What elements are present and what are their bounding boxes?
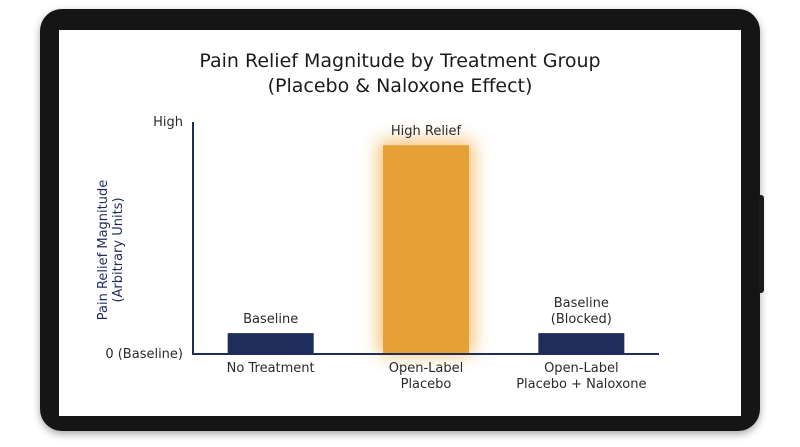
x-tick-label: Placebo [401,377,452,392]
x-tick-label: No Treatment [227,361,315,376]
bar-data-label: Baseline [554,296,609,311]
y-tick-label-bottom: 0 (Baseline) [105,347,183,362]
bar-1 [227,333,314,354]
tablet-screen: Pain Relief Magnitude by Treatment Group… [59,30,741,416]
y-axis-label-line-1: Pain Relief Magnitude [96,180,111,320]
chart-subtitle: (Placebo & Naloxone Effect) [268,75,533,97]
bar-data-label: (Blocked) [551,312,612,327]
chart-title: Pain Relief Magnitude by Treatment Group [199,50,600,72]
x-tick-label: Open-Label [544,361,618,376]
bar-3 [538,333,625,354]
y-axis-label-line-2: (Arbitrary Units) [111,197,126,302]
tablet-side-button [759,195,764,293]
plot-area: Baseline No Treatment High Relief Open-Labe… [227,124,647,392]
bar-chart: Pain Relief Magnitude by Treatment Group… [96,50,659,392]
x-tick-label: Placebo + Naloxone [516,377,646,392]
y-tick-label-top: High [153,115,183,130]
bar-data-label: High Relief [391,124,462,139]
bar-2 [383,145,469,354]
y-axis-label: Pain Relief Magnitude (Arbitrary Units) [96,180,126,320]
bar-data-label: Baseline [243,312,298,327]
x-tick-label: Open-Label [389,361,463,376]
